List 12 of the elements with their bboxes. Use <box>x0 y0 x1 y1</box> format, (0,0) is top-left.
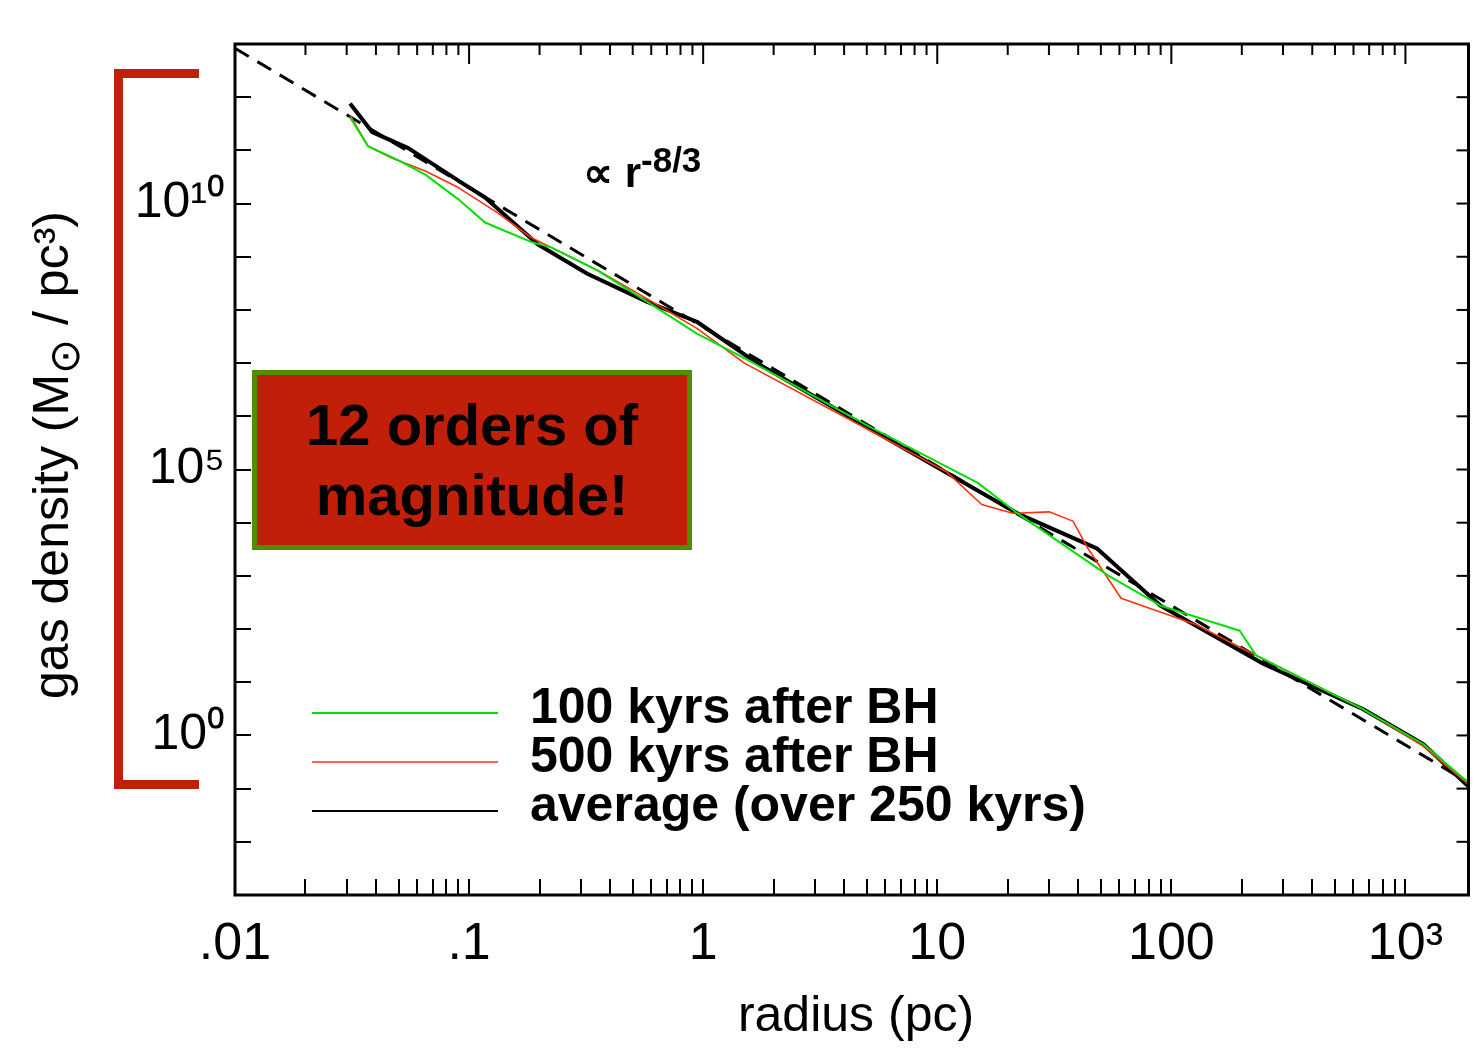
x-tick-label: 1 <box>688 911 718 970</box>
x-tick-label: .01 <box>198 911 272 970</box>
x-tick-label: .1 <box>447 911 491 970</box>
y-tick-label: 10⁰ <box>151 704 225 761</box>
annotation: 12 orders of magnitude! <box>252 370 692 550</box>
y-tick-label: 10⁵ <box>148 438 225 495</box>
y-tick-label: 10¹⁰ <box>134 172 225 229</box>
x-tick-label: 10 <box>908 911 967 970</box>
annotation: ∝ r$^{-8/3}$ <box>583 140 702 197</box>
x-axis-title: radius (pc) <box>737 985 975 1042</box>
x-tick-label: 10³ <box>1367 911 1443 970</box>
x-tick-label: 100 <box>1127 911 1215 970</box>
